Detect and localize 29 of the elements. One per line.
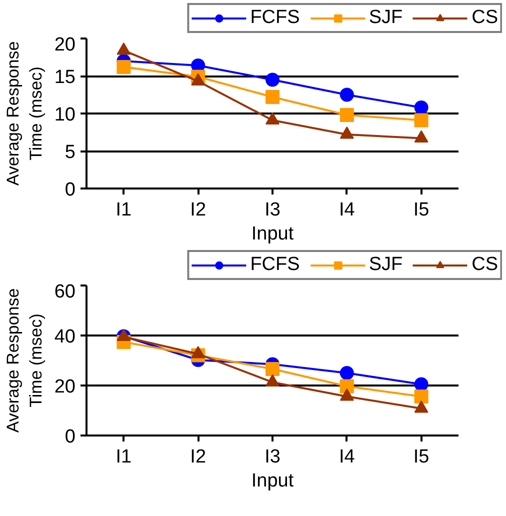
x-tick-label: I5: [413, 446, 430, 468]
y-axis-title: Average Response Time (msec): [4, 288, 46, 433]
legend-label: FCFS: [250, 7, 300, 29]
y-tick-label: 10: [54, 104, 76, 126]
y-axis-title: Average Response Time (msec): [4, 41, 46, 186]
legend-label: FCFS: [250, 254, 300, 276]
y-tick-label: 20: [54, 34, 76, 56]
x-tick-label: I1: [116, 200, 132, 220]
x-tick-label: I4: [338, 446, 356, 468]
x-axis-title: Input: [251, 224, 294, 244]
legend-label: CS: [472, 254, 498, 276]
x-axis-title: Input: [251, 470, 294, 492]
y-tick-label: 0: [64, 426, 76, 448]
x-tick-label: I2: [190, 446, 206, 468]
y-tick-label: 60: [54, 282, 76, 302]
y-tick-label: 0: [64, 180, 76, 200]
legend-label: SJF: [368, 254, 403, 276]
x-tick-label: I1: [116, 446, 132, 468]
legend-label: CS: [472, 7, 498, 29]
y-tick-label: 15: [54, 67, 76, 88]
x-tick-label: I5: [413, 200, 430, 220]
legend-label: SJF: [368, 7, 403, 29]
y-tick-label: 40: [54, 326, 76, 348]
x-tick-label: I4: [338, 200, 356, 220]
x-tick-label: I2: [190, 200, 206, 220]
y-tick-label: 20: [54, 376, 76, 398]
y-tick-label: 5: [64, 142, 76, 163]
x-tick-label: I3: [264, 446, 280, 468]
x-tick-label: I3: [264, 200, 280, 220]
